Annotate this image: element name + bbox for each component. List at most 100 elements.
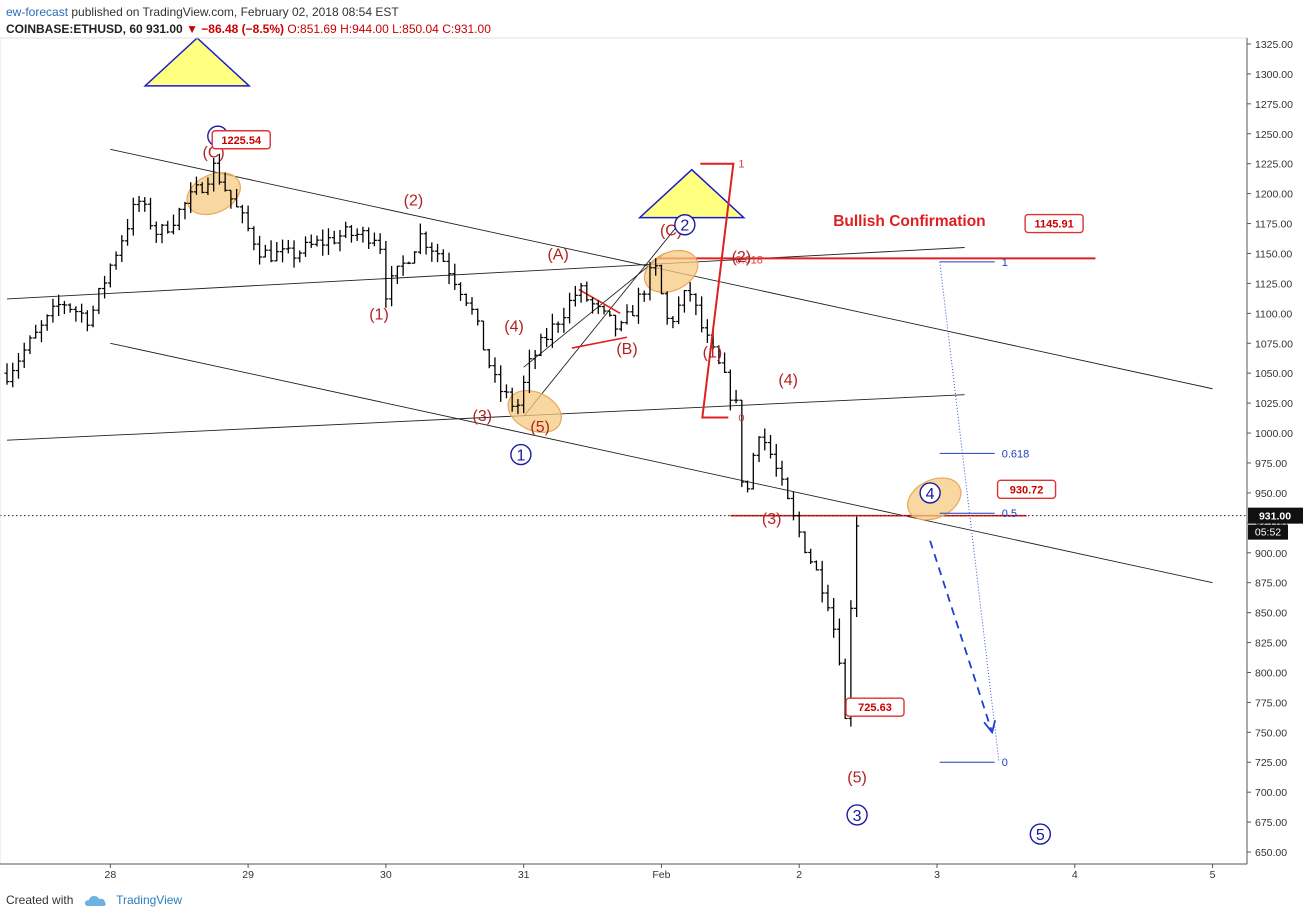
x-tick-label: 3	[934, 869, 940, 881]
price-change: ▼ −86.48 (−8.5%)	[186, 22, 285, 36]
projection-arrowhead	[983, 720, 996, 735]
wave-label-red: (4)	[504, 318, 524, 335]
y-tick-label: 1075.00	[1255, 338, 1293, 350]
ohlc-open-label: O:	[287, 22, 301, 36]
y-tick-label: 1000.00	[1255, 428, 1293, 440]
ohlc-bars	[4, 153, 860, 727]
fib-lower-label: 0.618	[1002, 448, 1030, 460]
x-tick-label: 5	[1210, 869, 1216, 881]
wave-label-red: (3)	[473, 408, 493, 425]
top-marker-triangle	[143, 36, 252, 87]
price-callout-box	[1024, 213, 1084, 234]
x-tick-label: Feb	[652, 869, 670, 881]
drawings-layer	[0, 36, 1247, 763]
wave-circle-blue	[846, 804, 868, 826]
y-tick-label: 650.00	[1255, 847, 1287, 859]
ohlc-high: 944.00	[352, 22, 389, 36]
tradingview-brand-link[interactable]: TradingView	[116, 893, 183, 907]
wave-label-red: (1)	[703, 345, 723, 362]
fib-upper-label: 0	[738, 412, 744, 424]
y-tick-label: 1225.00	[1255, 159, 1293, 171]
highlight-ellipse	[507, 390, 562, 433]
y-tick-label: 1150.00	[1255, 248, 1292, 260]
ohlc-close: 931.00	[454, 22, 491, 36]
price-callout-box	[211, 130, 271, 150]
wave-label-blue: 3	[853, 808, 862, 825]
trendline	[523, 253, 665, 368]
last-price: 931.00	[146, 22, 183, 36]
trendline	[110, 342, 1213, 584]
ohlc-low-label: L:	[392, 22, 403, 36]
projection-arrow	[929, 540, 993, 733]
highlight-ellipse	[643, 249, 699, 293]
fib-upper-zigzag	[700, 162, 735, 419]
wave-circle-blue	[919, 482, 941, 504]
wave-circle-blue	[510, 443, 532, 466]
wave-circle-blue	[674, 214, 696, 236]
y-tick-label: 775.00	[1255, 697, 1287, 709]
y-tick-label: 900.00	[1255, 548, 1287, 560]
y-tick-label: 1325.00	[1255, 39, 1293, 51]
tradingview-cloud-icon	[84, 895, 106, 906]
x-tick-label: 30	[380, 869, 392, 881]
fib-upper-label: 0.618	[735, 254, 763, 266]
x-tick-label: 2	[796, 869, 802, 881]
trendline	[523, 219, 683, 417]
y-tick-label: 950.00	[1255, 488, 1287, 500]
price-callout-box	[845, 697, 905, 717]
publish-line: ew-forecast published on TradingView.com…	[6, 4, 491, 21]
triangle-b-upper	[578, 288, 621, 315]
countdown-label: 05:52	[1255, 527, 1281, 539]
wave-label-red: (A)	[547, 246, 568, 263]
y-tick-label: 1125.00	[1255, 278, 1292, 290]
publish-info: published on TradingView.com, February 0…	[71, 5, 399, 19]
wave-label-red: (B)	[616, 341, 637, 358]
y-tick-label: 875.00	[1255, 578, 1287, 590]
chart-header: ew-forecast published on TradingView.com…	[6, 4, 491, 38]
trendline	[6, 247, 965, 300]
fib-lower-label: 0.5	[1002, 508, 1017, 520]
wave-label-red: (2)	[732, 249, 752, 266]
wave-label-red: (5)	[530, 419, 550, 436]
y-tick-label: 725.00	[1255, 757, 1287, 769]
y-tick-label: 675.00	[1255, 817, 1287, 829]
wave-label-blue: 5	[1036, 827, 1045, 844]
price-callout-label: 1225.54	[221, 135, 262, 147]
wave-label-red: (4)	[778, 372, 798, 389]
fib-upper-label: 1	[738, 159, 744, 171]
wave-label-red: (3)	[762, 511, 782, 528]
axes-layer: 650.00 675.00 700.00 725.00 750.00 775.00 800.…	[0, 37, 1303, 881]
y-tick-label: 1250.00	[1255, 129, 1293, 141]
y-tick-label: 850.00	[1255, 608, 1287, 620]
wave-label-blue: 1	[516, 448, 525, 465]
price-callout-label: 930.72	[1010, 484, 1044, 496]
wave-circle-blue	[1029, 823, 1052, 845]
created-with-text: Created with	[6, 893, 74, 907]
y-tick-label: 1175.00	[1255, 219, 1292, 231]
triangle-b-lower	[571, 336, 628, 349]
price-tag-box	[1248, 507, 1303, 524]
y-tick-label: 1300.00	[1255, 69, 1293, 81]
price-callout-box	[996, 479, 1057, 500]
price-tag-label: 931.00	[1259, 511, 1291, 523]
wave-label-red: (1)	[369, 306, 389, 323]
wave-label-blue: 2	[680, 218, 689, 235]
ohlc-high-label: H:	[340, 22, 353, 36]
y-tick-label: 975.00	[1255, 458, 1287, 470]
wave-label-blue: 4	[926, 486, 935, 503]
highlight-ellipse	[186, 172, 241, 216]
labels-layer: (C)(1)(2)(3)(4)(5)(A)(B)(C)(1)(2)(3)(4)(…	[203, 125, 1084, 845]
y-tick-label: 750.00	[1255, 727, 1287, 739]
footer: Created with TradingView	[6, 893, 182, 907]
ohlc-open: 851.69	[300, 22, 337, 36]
price-callout-label: 725.63	[858, 702, 892, 714]
ohlc-low: 850.04	[402, 22, 439, 36]
fib-layer: 1 0.618 0 1 0.618 0.5 0	[700, 159, 1030, 769]
symbol-line: COINBASE:ETHUSD, 60 931.00 ▼ −86.48 (−8.…	[6, 21, 491, 38]
y-tick-label: 1050.00	[1255, 368, 1293, 380]
fib-lower-label: 1	[1002, 257, 1008, 269]
y-tick-label: 825.00	[1255, 638, 1287, 650]
author-link[interactable]: ew-forecast	[6, 5, 69, 19]
wave-label-red: (2)	[404, 193, 424, 210]
